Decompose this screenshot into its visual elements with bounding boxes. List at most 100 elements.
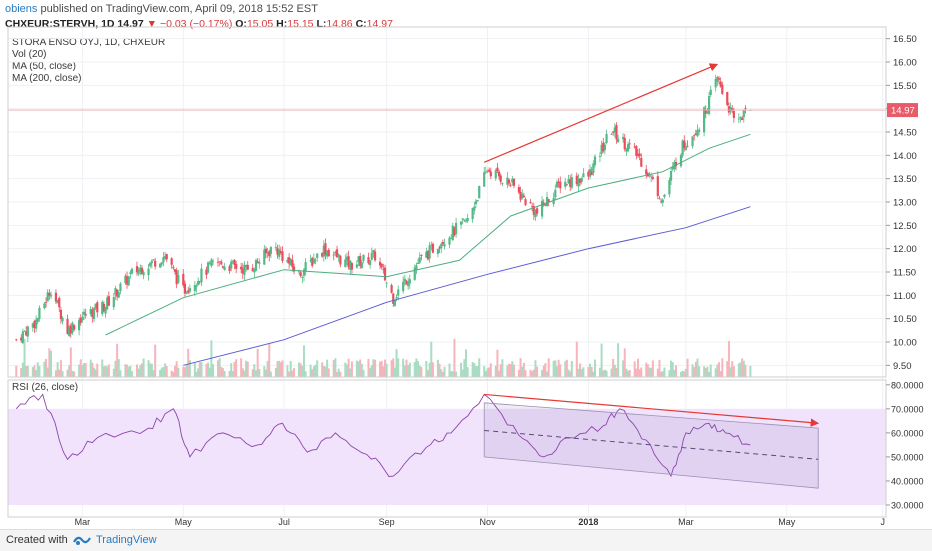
candle-body	[534, 209, 537, 218]
volume-bar	[478, 358, 481, 377]
volume-bar	[370, 365, 373, 377]
candle-body	[484, 171, 487, 173]
candle-body	[570, 177, 573, 188]
ma50-legend[interactable]: MA (50, close)	[12, 61, 76, 72]
volume-bar	[355, 360, 358, 377]
candle-body	[59, 309, 63, 319]
candle-body	[402, 281, 405, 292]
candle-body	[448, 237, 451, 245]
volume-bar	[405, 359, 408, 377]
candle-body	[737, 118, 740, 120]
candle-body	[403, 278, 406, 282]
price-tick-label: 10.00	[893, 338, 917, 349]
candle-body	[557, 181, 560, 183]
candle-body	[610, 134, 613, 135]
candle-body	[43, 303, 46, 309]
candle-body	[602, 142, 605, 152]
volume-bar	[536, 366, 539, 377]
rsi-tick-label: 50.0000	[891, 452, 924, 462]
volume-bar	[304, 371, 307, 377]
volume-bar	[102, 366, 105, 377]
candle-body	[231, 260, 234, 262]
candle-body	[360, 262, 363, 269]
tradingview-link[interactable]: TradingView	[96, 534, 157, 546]
candle-body	[312, 258, 315, 264]
candle-body	[744, 108, 747, 109]
volume-bar	[231, 371, 234, 377]
volume-bar	[336, 371, 339, 377]
volume-bar	[289, 360, 292, 377]
volume-bar	[397, 358, 400, 377]
volume-bar	[698, 366, 701, 377]
volume-bar	[564, 361, 567, 377]
candle-body	[135, 266, 139, 273]
volume-bar	[696, 358, 699, 377]
candle-body	[559, 181, 562, 189]
candle-body	[96, 302, 99, 313]
candle-body	[149, 262, 152, 267]
candle-body	[139, 267, 142, 272]
volume-bar	[15, 365, 18, 377]
author-name[interactable]: obiens	[5, 3, 38, 15]
candle-body	[198, 281, 201, 282]
candle-body	[137, 269, 140, 275]
candle-body	[367, 257, 370, 264]
candle-body	[580, 178, 583, 182]
candle-body	[116, 289, 119, 297]
volume-bar	[517, 369, 520, 377]
candle-body	[668, 180, 671, 195]
volume-bar	[729, 367, 732, 377]
candle-body	[35, 319, 38, 329]
candle-body	[704, 110, 707, 114]
ma200-legend[interactable]: MA (200, close)	[12, 73, 82, 84]
volume-bar	[557, 359, 560, 377]
time-tick-label: Nov	[480, 517, 497, 527]
candle-body	[114, 288, 117, 295]
created-with-label: Created with	[6, 534, 68, 546]
volume-bar	[494, 365, 497, 377]
candle-body	[650, 176, 653, 178]
volume-bar	[602, 370, 605, 377]
volume-bar	[603, 369, 606, 377]
volume-bar	[334, 358, 337, 377]
volume-bar	[299, 363, 302, 377]
instrument-legend[interactable]: STORA ENSO OYJ, 1D, CHXEUR	[12, 37, 166, 48]
price-chart[interactable]: 9.50 10.00 10.50 11.00 11.50 12.00 12.50 13.00 1…	[0, 0, 932, 529]
candle-body	[279, 251, 282, 253]
volume-bar	[656, 368, 659, 377]
down-arrow-icon: ▼	[146, 18, 158, 30]
volume-bar	[73, 371, 76, 377]
volume-bar	[511, 361, 514, 377]
volume-bar	[159, 369, 162, 377]
candle-body	[61, 317, 64, 322]
candle-body	[621, 136, 625, 140]
rsi-legend[interactable]: RSI (26, close)	[12, 382, 79, 393]
candle-body	[321, 253, 324, 257]
volume-bar	[188, 360, 191, 377]
volume-bar	[623, 348, 626, 377]
volume-bar	[233, 362, 236, 377]
candle-body	[613, 127, 616, 132]
volume-bar	[251, 369, 254, 377]
candle-body	[46, 292, 49, 302]
publish-header: obiens published on TradingView.com, Apr…	[5, 3, 318, 15]
volume-bar	[443, 366, 446, 377]
candle-body	[497, 171, 501, 177]
candle-body	[686, 145, 689, 147]
candle-body	[742, 109, 745, 118]
volume-bar	[706, 366, 709, 377]
volume-bar	[709, 364, 712, 377]
time-tick-label: J	[880, 517, 885, 527]
volume-bar	[625, 368, 628, 377]
candle-body	[349, 260, 352, 270]
volume-bar	[197, 368, 200, 377]
candle-body	[693, 135, 696, 136]
volume-bar	[293, 368, 296, 377]
candle-body	[645, 169, 648, 175]
volume-bar	[544, 363, 547, 377]
volume-bar	[509, 364, 512, 377]
candle-body	[443, 244, 446, 247]
volume-bar	[719, 371, 722, 377]
vol-legend[interactable]: Vol (20)	[12, 49, 47, 60]
candle-body	[263, 249, 266, 265]
